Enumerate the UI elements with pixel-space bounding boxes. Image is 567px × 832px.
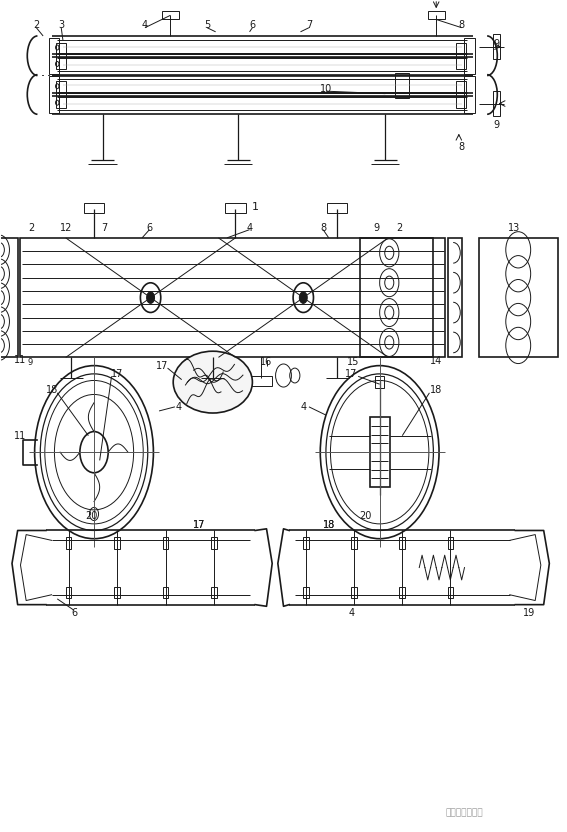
Bar — [447, 537, 453, 548]
Bar — [49, 37, 59, 74]
Bar — [399, 587, 405, 598]
Bar — [56, 82, 66, 107]
Bar — [114, 537, 120, 548]
Text: 17: 17 — [192, 520, 205, 530]
Bar — [303, 537, 309, 548]
Bar — [428, 11, 445, 19]
Text: 20: 20 — [85, 512, 98, 522]
Text: 8: 8 — [459, 20, 465, 30]
Bar — [456, 42, 466, 69]
Text: 17: 17 — [156, 360, 168, 370]
Circle shape — [147, 292, 155, 304]
Bar — [352, 587, 357, 598]
Text: 20: 20 — [359, 512, 372, 522]
Text: 13: 13 — [507, 223, 520, 233]
Text: 8: 8 — [459, 142, 465, 152]
Text: 18: 18 — [45, 385, 58, 395]
Text: 3: 3 — [58, 20, 64, 30]
Bar — [211, 587, 217, 598]
Text: 9: 9 — [27, 358, 33, 367]
Text: 泰旋网络设计院: 泰旋网络设计院 — [446, 808, 483, 817]
Bar — [493, 92, 500, 116]
Bar — [352, 537, 357, 548]
Text: 2: 2 — [29, 223, 35, 233]
Text: 4: 4 — [142, 20, 148, 30]
Text: 4: 4 — [176, 402, 182, 412]
Bar — [66, 587, 71, 598]
Bar — [456, 82, 466, 107]
Text: 1: 1 — [252, 202, 259, 212]
Text: 17: 17 — [111, 369, 123, 379]
Bar — [114, 587, 120, 598]
Text: 12: 12 — [60, 223, 72, 233]
Text: 10: 10 — [320, 84, 332, 94]
Bar — [163, 587, 168, 598]
Bar — [375, 376, 384, 389]
Text: 19: 19 — [523, 608, 536, 618]
Text: 6: 6 — [249, 20, 256, 30]
Bar — [464, 77, 475, 112]
Text: 18: 18 — [323, 520, 335, 530]
Bar — [49, 77, 59, 112]
Text: 18: 18 — [430, 385, 442, 395]
Bar — [225, 203, 246, 213]
Bar — [447, 587, 453, 598]
Bar — [396, 73, 409, 98]
Text: 15: 15 — [347, 356, 359, 367]
Text: 9: 9 — [374, 223, 380, 233]
Circle shape — [299, 292, 307, 304]
Bar — [370, 417, 390, 488]
Bar — [249, 375, 272, 386]
Bar — [493, 34, 500, 59]
Bar — [162, 11, 179, 19]
Bar — [447, 238, 462, 358]
Bar — [56, 42, 66, 69]
Bar — [211, 537, 217, 548]
Text: 7: 7 — [306, 20, 312, 30]
Text: 6: 6 — [71, 608, 77, 618]
Text: 17: 17 — [192, 520, 205, 530]
Text: 17: 17 — [345, 369, 358, 379]
Text: 5: 5 — [204, 20, 210, 30]
Bar — [360, 238, 433, 358]
Bar — [0, 238, 18, 358]
Text: 9: 9 — [494, 120, 500, 130]
Text: 18: 18 — [323, 520, 335, 530]
Bar — [479, 238, 558, 358]
Bar — [327, 203, 348, 213]
Bar — [84, 203, 104, 213]
Text: 11: 11 — [14, 431, 27, 441]
Text: 6: 6 — [146, 223, 153, 233]
Text: 4: 4 — [348, 608, 354, 618]
Text: 8: 8 — [320, 223, 326, 233]
Bar — [399, 537, 405, 548]
Text: 14: 14 — [430, 356, 442, 366]
Text: 2: 2 — [33, 20, 40, 30]
Text: 7: 7 — [101, 223, 107, 233]
Text: 4: 4 — [247, 223, 253, 233]
Text: 11: 11 — [14, 355, 27, 365]
Ellipse shape — [173, 351, 252, 413]
Bar — [303, 587, 309, 598]
Bar — [20, 238, 445, 358]
Text: 4: 4 — [301, 402, 306, 412]
Text: 16: 16 — [260, 356, 273, 367]
Bar — [464, 37, 475, 74]
Bar — [66, 537, 71, 548]
Text: 9: 9 — [494, 39, 500, 49]
Text: 2: 2 — [396, 223, 403, 233]
Bar — [163, 537, 168, 548]
